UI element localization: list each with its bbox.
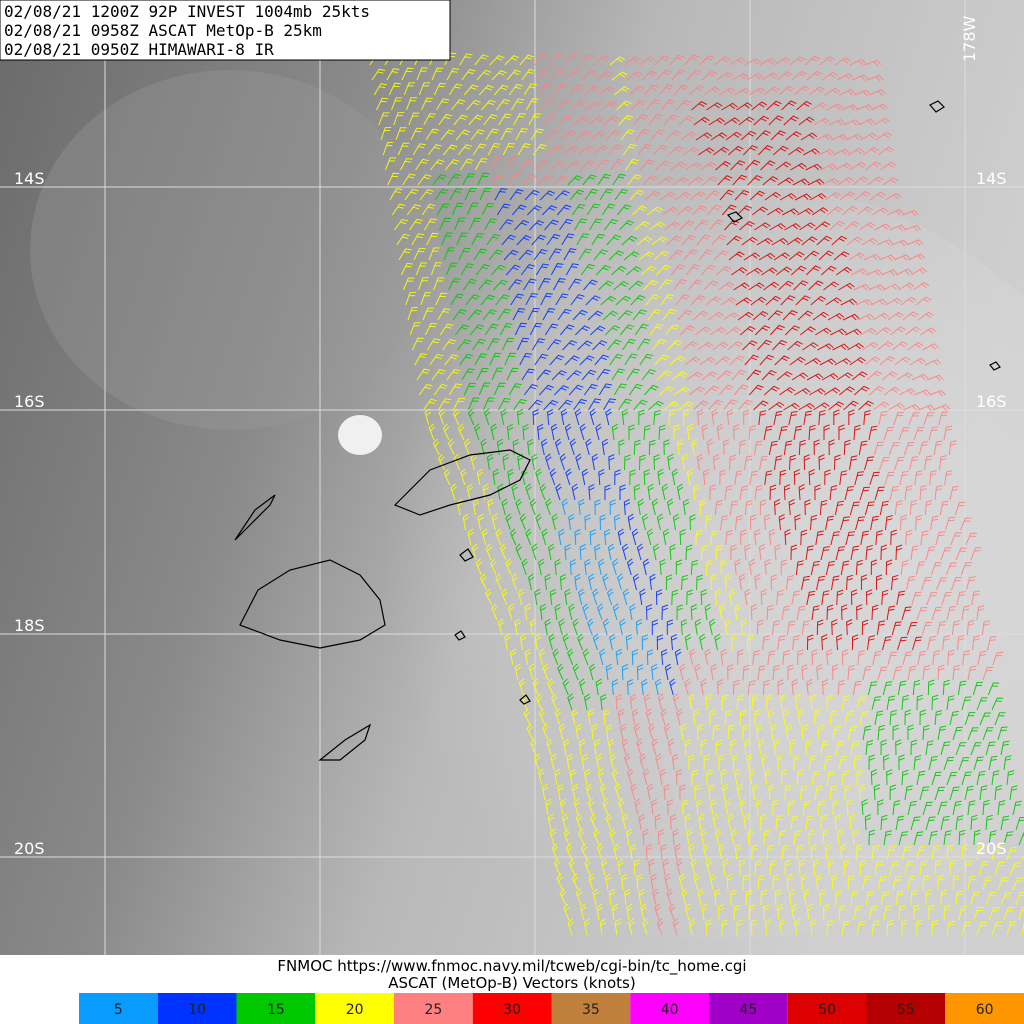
cloud-cell xyxy=(338,415,382,455)
lat-label: 16S xyxy=(14,392,45,411)
legend-swatch xyxy=(866,993,946,1024)
wind-speed-legend: 5 10 15 20 25 30 35 40 45 50 55 60 xyxy=(79,993,1024,1024)
legend-label: 35 xyxy=(582,1002,600,1018)
legend-label: 60 xyxy=(976,1002,994,1018)
footer-source: FNMOC https://www.fnmoc.navy.mil/tcweb/c… xyxy=(277,957,746,976)
legend-swatch xyxy=(709,993,788,1024)
cloud-mass xyxy=(30,70,430,430)
wind-barb-group xyxy=(494,188,682,696)
cloud-mass xyxy=(300,180,1024,940)
legend-label: 25 xyxy=(424,1002,442,1018)
wind-barb-group xyxy=(490,53,1004,936)
legend-label: 50 xyxy=(818,1002,836,1018)
wind-barb-group xyxy=(691,100,923,651)
legend-swatch xyxy=(472,993,552,1024)
wind-barb-group xyxy=(432,172,1024,846)
header-line: 02/08/21 0950Z HIMAWARI-8 IR xyxy=(4,40,274,59)
legend-label: 15 xyxy=(267,1002,285,1018)
legend-label: 5 xyxy=(114,1002,123,1018)
legend-label: 20 xyxy=(346,1002,364,1018)
legend-swatch xyxy=(79,993,158,1024)
lon-label: 178W xyxy=(960,15,979,62)
legend-swatch xyxy=(551,993,631,1024)
legend-label: 30 xyxy=(503,1002,521,1018)
coastlines xyxy=(234,100,1001,761)
legend-swatch xyxy=(945,993,1024,1024)
header-line: 02/08/21 1200Z 92P INVEST 1004mb 25kts xyxy=(4,2,370,21)
header-box xyxy=(0,0,451,61)
lat-label: 14S xyxy=(976,169,1007,188)
legend-label: 10 xyxy=(188,1002,206,1018)
legend-swatch xyxy=(157,993,237,1024)
legend-label: 45 xyxy=(739,1002,757,1018)
lat-label: 18S xyxy=(14,616,45,635)
lat-label: 16S xyxy=(976,392,1007,411)
wind-barb-group xyxy=(558,498,662,696)
legend-swatch xyxy=(315,993,394,1024)
footer-caption: ASCAT (MetOp-B) Vectors (knots) xyxy=(388,974,635,992)
legend-label: 40 xyxy=(661,1002,679,1018)
lat-label: 14S xyxy=(14,169,45,188)
lat-lon-grid xyxy=(0,0,1024,955)
lat-label: 20S xyxy=(14,839,45,858)
lat-label: 20S xyxy=(976,839,1007,858)
legend-swatch xyxy=(236,993,316,1024)
legend-swatch xyxy=(630,993,709,1024)
header-line: 02/08/21 0958Z ASCAT MetOp-B 25km xyxy=(4,21,322,40)
legend-label: 55 xyxy=(897,1002,915,1018)
legend-swatch xyxy=(394,993,473,1024)
legend-swatch xyxy=(787,993,867,1024)
